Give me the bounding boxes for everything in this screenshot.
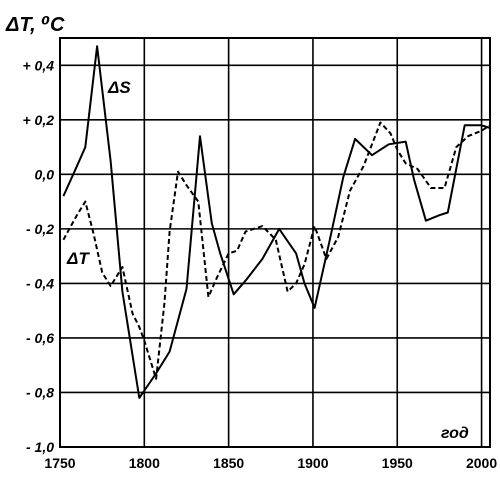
- series-label-delta-t: ΔT: [66, 249, 90, 268]
- y-tick-label: - 0,2: [26, 221, 54, 237]
- series-line-delta-s: [62, 45, 491, 399]
- y-tick-label: - 1,0: [26, 439, 54, 455]
- y-tick-label: + 0,4: [22, 57, 54, 73]
- x-tick-label: 1750: [44, 455, 75, 471]
- x-unit-label: год: [441, 425, 469, 442]
- x-tick-label: 1850: [213, 455, 244, 471]
- y-tick-label: - 0,6: [26, 330, 54, 346]
- y-tick-label: - 0,4: [26, 275, 54, 291]
- grid: 1750 1800 1850 1900 1950 2000 + 0,4 + 0,2 0,0 - 0…: [22, 38, 497, 471]
- y-tick-label: - 0,8: [26, 384, 54, 400]
- series-layer: [62, 45, 491, 399]
- labels: ΔT, ⁰C год ΔS ΔT: [5, 14, 469, 442]
- y-tick-label: 0,0: [35, 166, 55, 182]
- x-tick-label: 2000: [466, 455, 497, 471]
- x-tick-label: 1900: [297, 455, 328, 471]
- plot-border: [59, 37, 491, 448]
- y-axis-title: ΔT, ⁰C: [5, 14, 65, 36]
- series-line-delta-t: [62, 121, 491, 380]
- y-tick-label: + 0,2: [22, 112, 54, 128]
- plot-frame: [59, 37, 491, 448]
- x-tick-label: 1800: [129, 455, 160, 471]
- x-tick-label: 1950: [382, 455, 413, 471]
- series-label-delta-s: ΔS: [107, 78, 131, 97]
